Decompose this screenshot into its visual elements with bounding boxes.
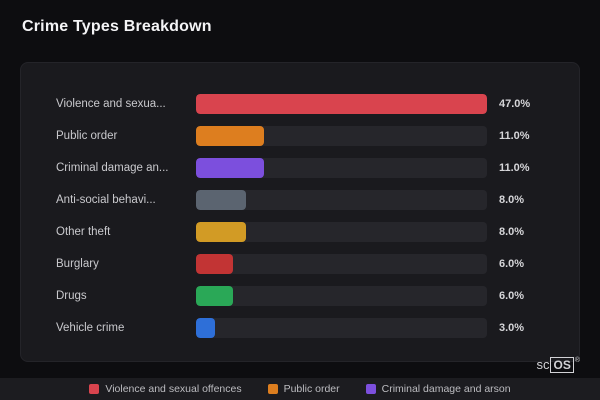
legend-item[interactable]: Public order [267,383,340,395]
legend-swatch-icon [365,384,376,394]
chart-row: Vehicle crime 3.0% [21,312,579,344]
legend-label: Public order [283,383,340,395]
bar-fill[interactable] [196,158,265,178]
value-label: 3.0% [499,322,525,334]
scos-logo: sc OS ® [536,357,580,373]
bar-track [196,190,487,210]
page-title: Crime Types Breakdown [22,18,212,35]
bar-track [196,318,487,338]
bar-track [196,94,487,114]
bar-fill[interactable] [196,94,487,114]
category-label: Other theft [56,226,111,238]
bar-fill[interactable] [196,286,234,306]
value-label: 11.0% [499,130,530,142]
logo-prefix: sc [536,357,550,372]
logo-box: OS [550,357,574,373]
legend-swatch-icon [267,384,278,394]
bar-track [196,222,487,242]
category-label: Burglary [56,258,99,270]
chart-card: Violence and sexua... 47.0% Public order 11… [20,62,580,362]
legend-label: Violence and sexual offences [105,383,242,395]
registered-mark: ® [574,357,580,364]
chart-row: Drugs 6.0% [21,280,579,312]
legend-item[interactable]: Violence and sexual offences [89,383,242,395]
category-label: Violence and sexua... [56,98,166,110]
category-label: Drugs [56,290,87,302]
value-label: 47.0% [499,98,531,110]
bar-fill[interactable] [196,254,234,274]
category-label: Criminal damage an... [56,162,169,174]
bar-track [196,158,487,178]
bar-track [196,126,487,146]
legend-label: Criminal damage and arson [381,383,511,395]
chart-rows: Violence and sexua... 47.0% Public order 11… [21,63,579,344]
bar-fill[interactable] [196,222,246,242]
legend: Violence and sexual offences Public order… [0,378,600,400]
legend-item[interactable]: Criminal damage and arson [365,383,511,395]
chart-row: Other theft 8.0% [21,216,579,248]
chart-row: Violence and sexua... 47.0% [21,88,579,120]
bar-track [196,286,487,306]
value-label: 8.0% [499,194,525,206]
bar-fill[interactable] [196,190,246,210]
legend-swatch-icon [89,384,100,394]
chart-row: Public order 11.0% [21,120,579,152]
bar-fill[interactable] [196,318,215,338]
value-label: 6.0% [499,290,525,302]
category-label: Vehicle crime [56,322,125,334]
category-label: Anti-social behavi... [56,194,156,206]
chart-row: Criminal damage an... 11.0% [21,152,579,184]
value-label: 11.0% [499,162,530,174]
bar-track [196,254,487,274]
value-label: 6.0% [499,258,525,270]
bar-fill[interactable] [196,126,265,146]
chart-row: Anti-social behavi... 8.0% [21,184,579,216]
value-label: 8.0% [499,226,525,238]
chart-row: Burglary 6.0% [21,248,579,280]
category-label: Public order [56,130,118,142]
